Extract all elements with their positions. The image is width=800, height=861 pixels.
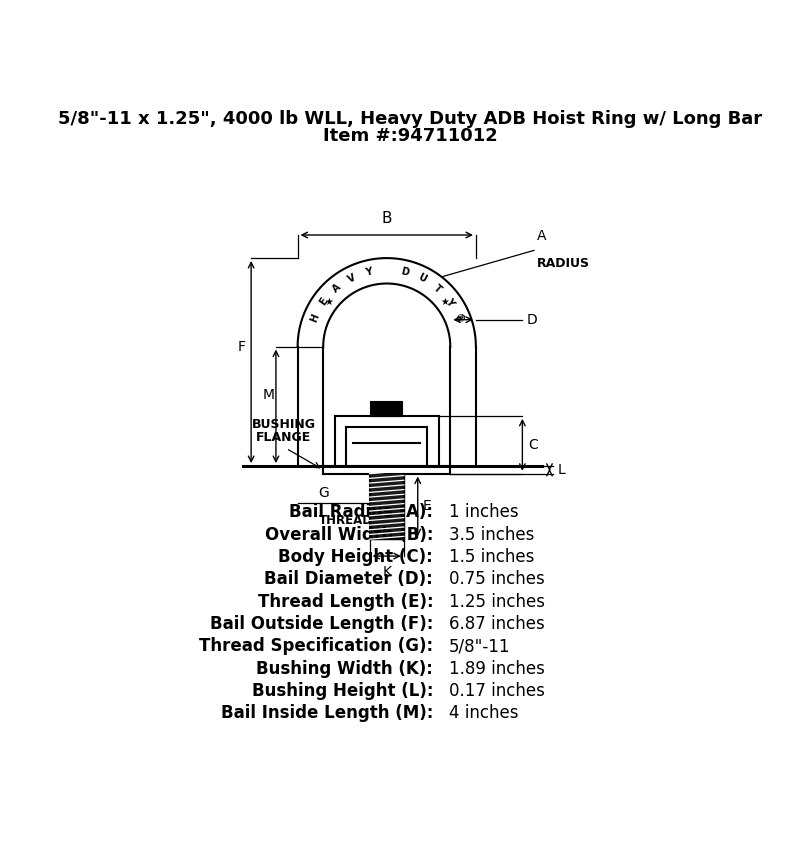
Text: RADIUS: RADIUS [537,257,590,269]
Text: 6.87 inches: 6.87 inches [449,615,545,633]
Text: Bail Radius (A):: Bail Radius (A): [290,503,434,521]
Text: ®: ® [452,312,465,325]
Polygon shape [370,474,404,539]
Text: 5/8"-11 x 1.25", 4000 lb WLL, Heavy Duty ADB Hoist Ring w/ Long Bar: 5/8"-11 x 1.25", 4000 lb WLL, Heavy Duty… [58,110,762,128]
Text: Y: Y [443,296,455,307]
Text: Overall Width (B):: Overall Width (B): [265,525,434,543]
Text: G: G [318,486,330,500]
Text: B: B [382,211,392,226]
Text: 0.17 inches: 0.17 inches [449,682,545,700]
Text: Body Height (C):: Body Height (C): [278,548,434,566]
Text: Bail Diameter (D):: Bail Diameter (D): [265,570,434,588]
Text: Bushing Width (K):: Bushing Width (K): [256,660,434,678]
Text: M: M [262,387,274,402]
Text: Bail Outside Length (F):: Bail Outside Length (F): [210,615,434,633]
Text: 4 inches: 4 inches [449,704,518,722]
Text: A: A [537,229,546,243]
Text: D: D [400,266,410,278]
Text: U: U [416,272,428,285]
Text: T: T [431,282,443,294]
Text: E: E [422,499,431,513]
Text: 1.5 inches: 1.5 inches [449,548,534,566]
Bar [371,402,402,416]
Text: C: C [529,437,538,452]
Text: L: L [558,463,565,477]
Text: Thread Length (E):: Thread Length (E): [258,592,434,610]
Text: 1.25 inches: 1.25 inches [449,592,545,610]
Text: Y: Y [364,267,373,278]
Text: A: A [330,282,342,294]
Text: D: D [527,313,538,326]
Text: E: E [318,296,330,307]
Text: FLANGE: FLANGE [256,430,311,443]
Text: THREAD: THREAD [318,514,373,527]
Text: 0.75 inches: 0.75 inches [449,570,545,588]
Text: Bushing Height (L):: Bushing Height (L): [252,682,434,700]
Text: 5/8"-11: 5/8"-11 [449,637,510,655]
Text: ★: ★ [440,297,449,307]
Text: H: H [309,313,322,324]
Text: ★: ★ [325,297,334,307]
Text: BUSHING: BUSHING [252,418,316,431]
Text: Bail Inside Length (M):: Bail Inside Length (M): [221,704,434,722]
Text: V: V [346,272,357,285]
Text: K: K [382,566,391,579]
Text: 1 inches: 1 inches [449,503,518,521]
Text: Item #:94711012: Item #:94711012 [322,127,498,146]
Text: Thread Specification (G):: Thread Specification (G): [199,637,434,655]
Text: 1.89 inches: 1.89 inches [449,660,545,678]
Text: F: F [238,339,246,354]
Text: 3.5 inches: 3.5 inches [449,525,534,543]
